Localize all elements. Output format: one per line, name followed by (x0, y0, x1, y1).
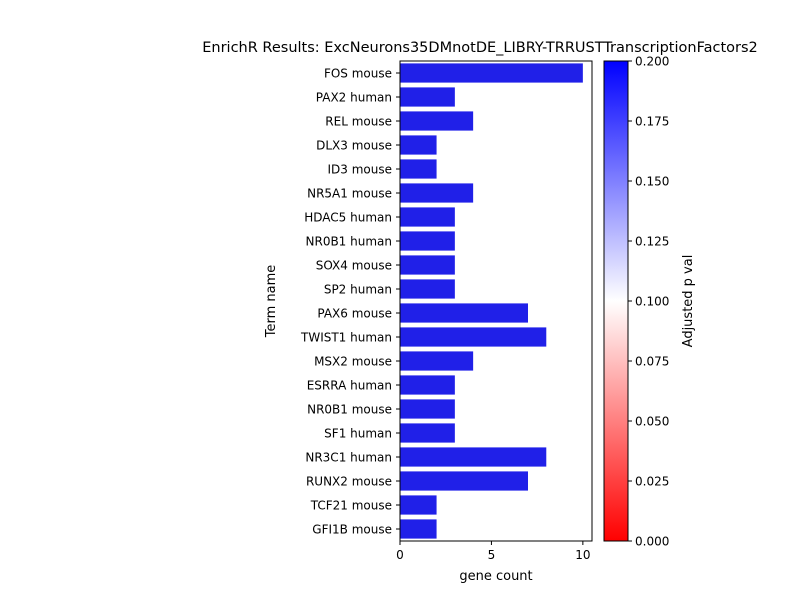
x-tick-labels: 0 5 10 (396, 541, 590, 562)
colorbar-tick-label: 0.200 (635, 55, 669, 69)
bar (400, 375, 455, 395)
y-category-label: REL mouse (325, 115, 392, 129)
colorbar-tick-labels: 0.000 0.025 0.050 0.075 0.100 0.125 0.150 0.175… (628, 55, 669, 549)
bar (400, 111, 474, 131)
y-category-label: ID3 mouse (328, 163, 393, 177)
y-category-label: RUNX2 mouse (306, 475, 392, 489)
y-category-label: TCF21 mouse (310, 499, 392, 513)
y-category-labels: FOS mouse PAX2 human REL mouse DLX3 mouse ID… (300, 67, 400, 537)
y-category-label: PAX2 human (316, 91, 392, 105)
colorbar-tick-label: 0.100 (635, 295, 669, 309)
y-category-label: HDAC5 human (304, 211, 392, 225)
y-category-label: SF1 human (324, 427, 392, 441)
colorbar-tick-label: 0.050 (635, 415, 669, 429)
x-axis-label: gene count (459, 569, 532, 584)
colorbar-tick-label: 0.025 (635, 475, 669, 489)
y-category-label: PAX6 mouse (317, 307, 392, 321)
y-category-label: NR5A1 mouse (307, 187, 392, 201)
chart-title: EnrichR Results: ExcNeurons35DMnotDE_LIB… (202, 40, 758, 56)
colorbar-tick-label: 0.150 (635, 175, 669, 189)
bar (400, 447, 547, 467)
y-category-label: NR3C1 human (305, 451, 392, 465)
bar (400, 63, 583, 83)
colorbar-tick-label: 0.075 (635, 355, 669, 369)
y-category-label: TWIST1 human (300, 331, 392, 345)
y-category-label: FOS mouse (324, 67, 392, 81)
bars-layer (400, 63, 583, 539)
y-category-label: GFI1B mouse (312, 523, 392, 537)
bar (400, 351, 474, 371)
x-tick-label: 0 (396, 548, 404, 562)
x-tick-label: 5 (488, 548, 496, 562)
y-axis-label: Term name (264, 265, 279, 339)
colorbar (603, 60, 629, 542)
colorbar-tick-label: 0.000 (635, 535, 669, 549)
y-category-label: SP2 human (324, 283, 392, 297)
bar (400, 471, 528, 491)
bar (400, 255, 455, 275)
bar (400, 495, 437, 515)
bar (400, 159, 437, 179)
y-category-label: DLX3 mouse (316, 139, 392, 153)
y-category-label: ESRRA human (307, 379, 392, 393)
y-category-label: NR0B1 human (306, 235, 393, 249)
y-category-label: MSX2 mouse (314, 355, 392, 369)
bar (400, 279, 455, 299)
x-tick-label: 10 (575, 548, 590, 562)
colorbar-tick-label: 0.175 (635, 115, 669, 129)
bar (400, 519, 437, 539)
bar (400, 423, 455, 443)
plot-frame (399, 60, 593, 542)
y-category-label: SOX4 mouse (316, 259, 392, 273)
bar (400, 231, 455, 251)
colorbar-label: Adjusted p val (681, 255, 696, 348)
y-category-label: NR0B1 mouse (307, 403, 392, 417)
bar (400, 183, 474, 203)
bar (400, 207, 455, 227)
bar (400, 399, 455, 419)
bar (400, 87, 455, 107)
bar (400, 327, 547, 347)
bar (400, 303, 528, 323)
bar (400, 135, 437, 155)
colorbar-tick-label: 0.125 (635, 235, 669, 249)
